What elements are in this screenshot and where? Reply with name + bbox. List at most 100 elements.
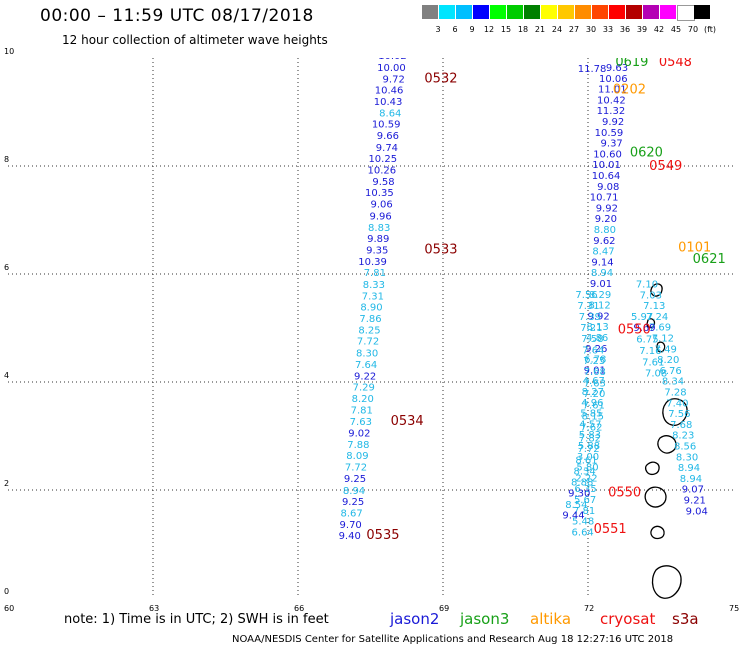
scale-label: 6	[452, 25, 458, 34]
scale-swatch	[490, 5, 506, 19]
scale-swatch	[626, 5, 642, 19]
wave-height-value: 10.42	[597, 95, 626, 106]
pass-number-label: 0533	[424, 242, 457, 257]
wave-height-value: 9.25	[342, 497, 364, 508]
wave-height-value: 8.34	[662, 377, 684, 388]
wave-height-value: 7.61	[642, 357, 664, 368]
wave-height-value: 7.12	[652, 334, 674, 345]
wave-height-value: 8.23	[672, 431, 694, 442]
satellite-altika: altika	[530, 610, 572, 628]
wave-height-value: 9.89	[367, 234, 389, 245]
scale-label: 15	[500, 25, 512, 34]
scale-label: 12	[483, 25, 495, 34]
wave-height-value: 8.30	[356, 349, 378, 360]
island-outline	[644, 486, 667, 508]
wave-height-value: 7.08	[645, 369, 667, 380]
scale-swatch	[473, 5, 489, 19]
scale-label: 24	[551, 25, 563, 34]
chart-title: 00:00 – 11:59 UTC 08/17/2018	[40, 6, 314, 26]
scale-swatch	[507, 5, 523, 19]
wave-height-value: 9.92	[587, 311, 609, 322]
x-tick-label: 69	[439, 604, 450, 613]
wave-height-value: 10.59	[372, 120, 401, 131]
pass-number-label: 0549	[649, 159, 682, 174]
wave-height-value: 7.24	[646, 312, 668, 323]
grid-lines	[8, 58, 733, 598]
wave-height-value: 8.25	[358, 325, 380, 336]
wave-height-value: 10.35	[365, 188, 394, 199]
wave-height-value: 4.96	[581, 398, 603, 409]
wave-height-value: 9.02	[348, 429, 370, 440]
wave-height-value: 4.86	[586, 333, 608, 344]
wave-height-value: 9.40	[339, 531, 361, 542]
wave-height-value: 9.25	[344, 474, 366, 485]
wave-height-value: 7.10	[636, 280, 658, 291]
wave-height-value: 5.48	[572, 517, 594, 528]
pass-number-label: 0548	[659, 58, 692, 70]
wave-height-value: 8.94	[678, 463, 700, 474]
wave-height-value: 10.46	[375, 86, 404, 97]
wave-height-value: 10.64	[592, 171, 621, 182]
wave-height-value: 8.56	[674, 442, 696, 453]
scale-label: 36	[619, 25, 631, 34]
wave-height-value: 7.72	[357, 337, 379, 348]
wave-height-value: 7.39	[579, 312, 601, 323]
wave-height-value: 9.01	[590, 279, 612, 290]
wave-height-value: 8.12	[588, 301, 610, 312]
wave-height-value: 7.29	[353, 383, 375, 394]
y-tick-label: 2	[4, 479, 10, 488]
y-tick-label: 4	[4, 371, 10, 380]
scale-label: 21	[534, 25, 546, 34]
wave-height-value: 9.92	[596, 203, 618, 214]
wave-height-value: 10.26	[367, 166, 396, 177]
wave-height-value: 9.37	[601, 139, 623, 150]
wave-height-value: 8.34	[573, 466, 595, 477]
wave-height-value: 7.82	[579, 433, 601, 444]
wave-height-value: 6.78	[584, 355, 606, 366]
y-tick-label: 6	[4, 263, 10, 272]
wave-height-value: 8.94	[680, 474, 702, 485]
wave-height-value: 7.16	[639, 346, 661, 357]
island-outline	[650, 525, 665, 540]
maldives-islands	[644, 283, 688, 599]
wave-height-value: 7.72	[345, 463, 367, 474]
scale-swatch	[422, 5, 438, 19]
wave-height-value: 11.78	[578, 64, 607, 75]
wave-height-value: 7.40	[666, 398, 688, 409]
wave-height-value: 10.00	[377, 63, 406, 74]
pass-number-label: 0621	[693, 252, 726, 267]
wave-height-value: 8.90	[360, 303, 382, 314]
wave-height-value: 9.22	[354, 371, 376, 382]
wave-height-value: 9.96	[370, 211, 392, 222]
satellite-cryosat: cryosat	[600, 610, 656, 628]
scale-label: 42	[653, 25, 665, 34]
island-outline	[646, 318, 656, 329]
x-tick-label: 63	[149, 604, 160, 613]
credit-text: NOAA/NESDIS Center for Satellite Applica…	[232, 634, 535, 645]
wave-height-value: 9.92	[602, 117, 624, 128]
wave-height-value: 8.47	[592, 247, 614, 258]
pass-number-label: 0532	[424, 71, 457, 86]
scale-swatch	[439, 5, 455, 19]
scale-label: 27	[568, 25, 580, 34]
chart-subtitle: 12 hour collection of altimeter wave hei…	[62, 33, 328, 47]
island-outline	[651, 565, 682, 599]
scale-label: 3	[435, 25, 441, 34]
wave-height-value: 8.29	[589, 290, 611, 301]
wave-height-value: 7.81	[351, 405, 373, 416]
satellite-s3a: s3a	[672, 610, 699, 628]
scale-swatch	[677, 5, 695, 21]
wave-height-value: 7.68	[670, 420, 692, 431]
wave-height-value: 9.66	[377, 131, 399, 142]
scale-swatch	[660, 5, 676, 19]
wave-height-value: 9.30	[568, 488, 590, 499]
pass-number-label: 0202	[613, 83, 646, 98]
wave-height-value: 8.33	[363, 280, 385, 291]
wave-height-value: 7.56	[575, 290, 597, 301]
wave-height-value: 5.67	[574, 495, 596, 506]
wave-height-value: 7.68	[584, 367, 606, 378]
wave-height-value: 11.32	[597, 106, 626, 117]
wave-height-value: 8.54	[565, 500, 587, 511]
island-outline	[650, 283, 663, 297]
scale-swatch	[558, 5, 574, 19]
